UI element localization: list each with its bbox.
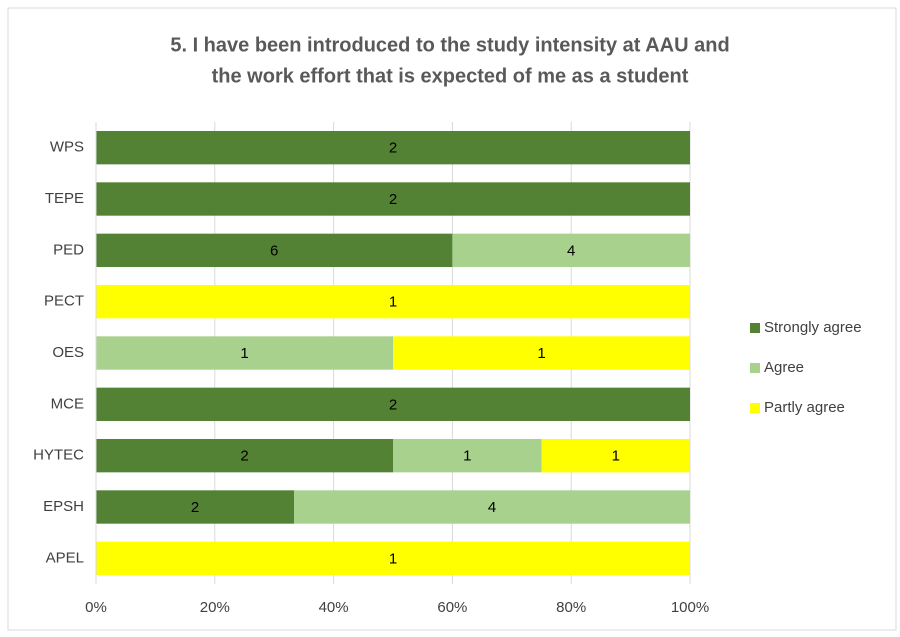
legend-label: Partly agree	[764, 399, 845, 416]
bar-segment	[96, 182, 690, 216]
x-tick-label: 100%	[671, 599, 709, 616]
y-tick-label: EPSH	[43, 498, 84, 515]
bar-segment	[541, 438, 690, 473]
y-tick-label: PECT	[44, 293, 84, 310]
chart-title: the work effort that is expected of me a…	[212, 65, 689, 87]
bar-segment	[96, 438, 393, 473]
data-label: 2	[240, 448, 248, 465]
legend-swatch	[750, 363, 760, 373]
x-tick-label: 40%	[319, 599, 349, 616]
y-tick-label: MCE	[51, 395, 84, 412]
x-tick-label: 60%	[437, 599, 467, 616]
data-label: 6	[270, 242, 278, 259]
bar-segment	[96, 130, 690, 165]
y-tick-label: OES	[52, 344, 84, 361]
bar-segment	[96, 387, 690, 422]
y-tick-label: HYTEC	[33, 447, 84, 464]
bar-segment	[96, 541, 690, 576]
data-label: 4	[567, 242, 575, 259]
legend-label: Agree	[764, 359, 804, 376]
data-label: 4	[488, 499, 496, 516]
data-label: 2	[389, 191, 397, 208]
data-label: 2	[389, 140, 397, 157]
bar-segment	[96, 490, 294, 524]
data-label: 2	[191, 499, 199, 516]
legend-label: Strongly agree	[764, 319, 862, 336]
data-label: 2	[389, 396, 397, 413]
bar-segment	[294, 490, 690, 524]
data-label: 1	[537, 345, 545, 362]
x-tick-label: 80%	[556, 599, 586, 616]
data-label: 1	[240, 345, 248, 362]
x-tick-label: 0%	[85, 599, 107, 616]
data-label: 1	[463, 448, 471, 465]
bar-segment	[393, 438, 542, 473]
legend-swatch	[750, 403, 760, 413]
data-label: 1	[389, 294, 397, 311]
x-tick-label: 20%	[200, 599, 230, 616]
y-tick-label: APEL	[46, 549, 84, 566]
y-tick-label: PED	[53, 241, 84, 258]
bar-segment	[96, 336, 393, 370]
chart-title: 5. I have been introduced to the study i…	[170, 34, 729, 56]
data-label: 1	[389, 550, 397, 567]
bar-segment	[393, 336, 690, 370]
bar-segment	[96, 233, 453, 268]
bar-segment	[96, 284, 690, 319]
y-tick-label: WPS	[50, 139, 84, 156]
y-tick-label: TEPE	[45, 190, 84, 207]
legend-swatch	[750, 323, 760, 333]
data-label: 1	[612, 448, 620, 465]
bar-segment	[452, 233, 690, 268]
